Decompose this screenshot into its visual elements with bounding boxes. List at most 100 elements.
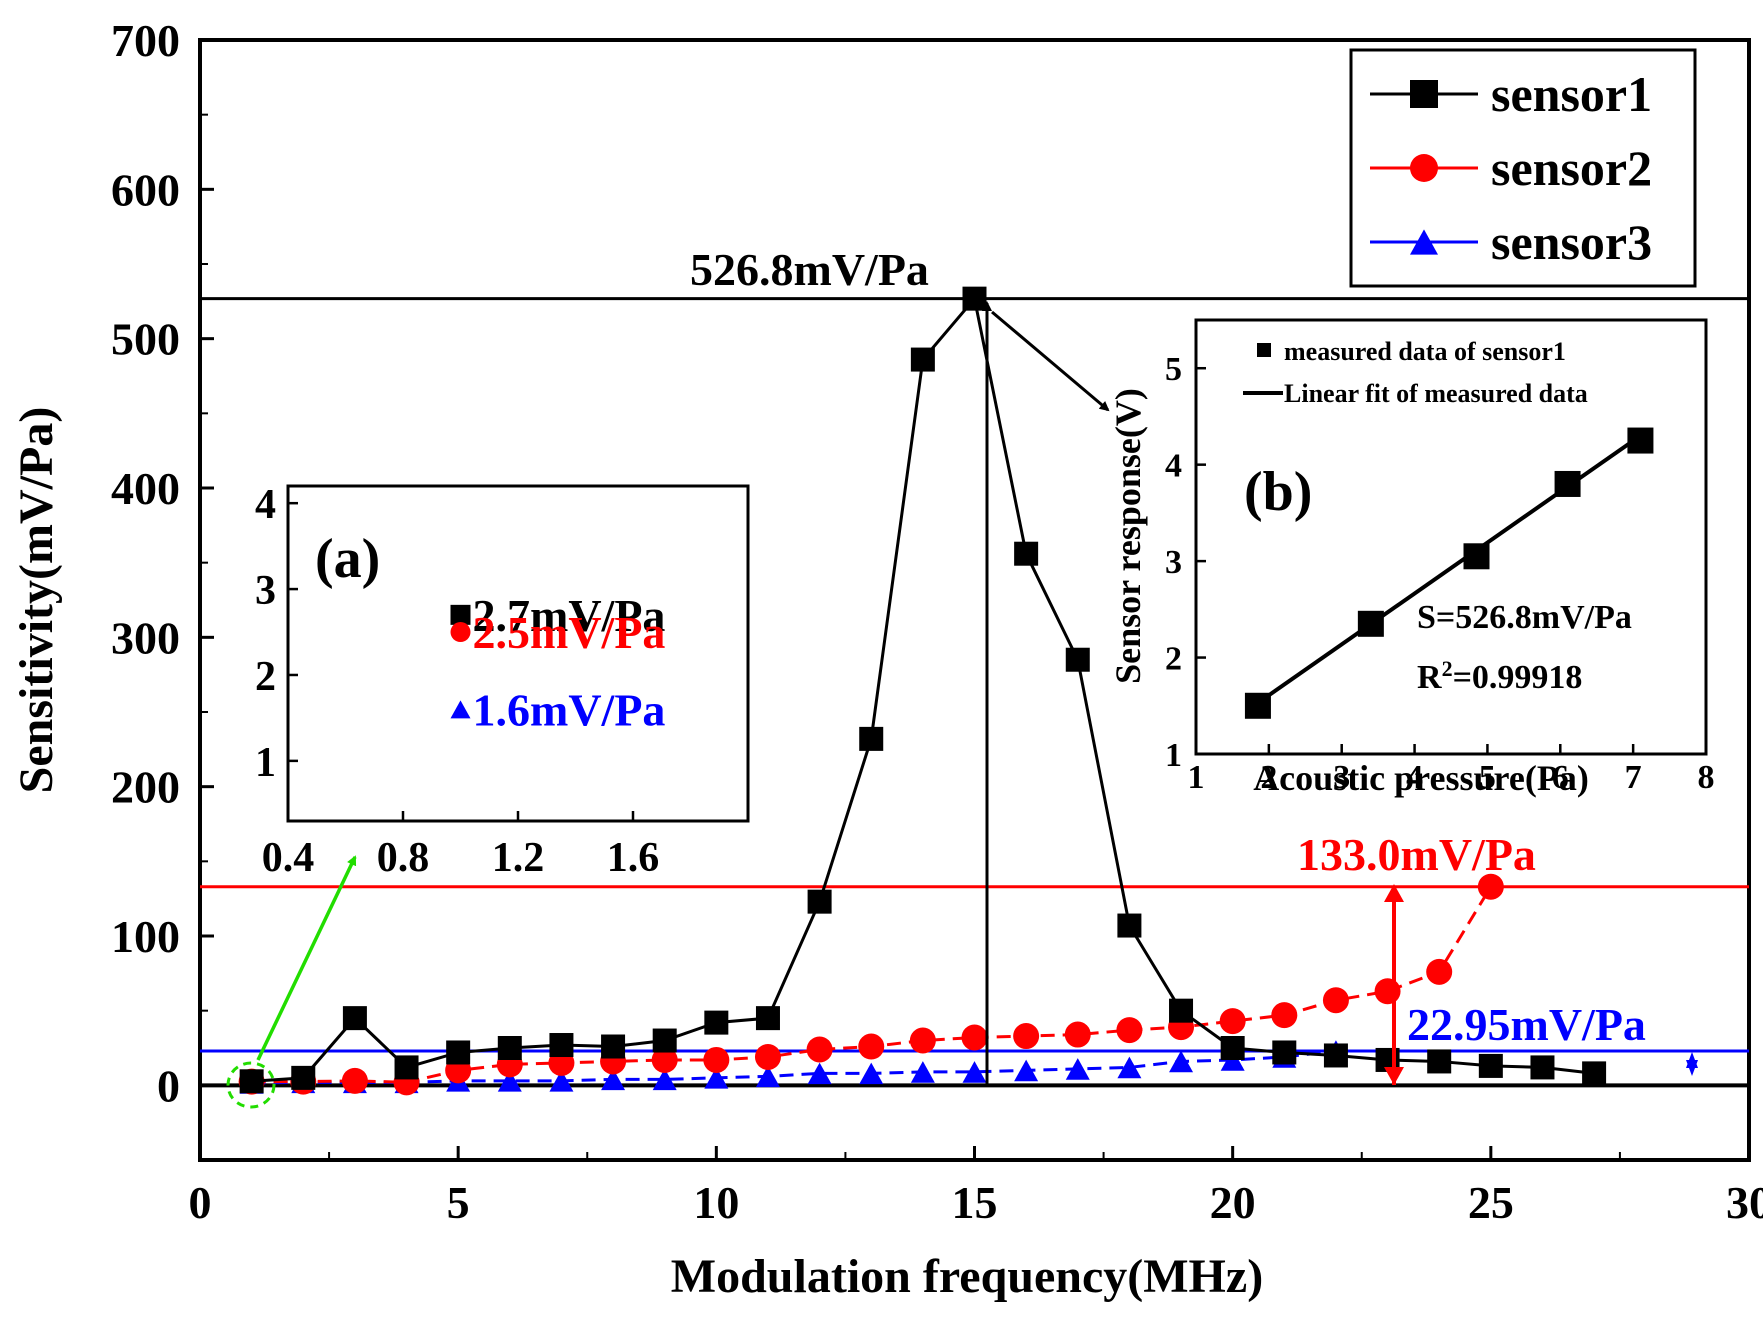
inset-b-x-tick-label-7: 7 (1625, 759, 1642, 796)
legend-label-sensor3: sensor3 (1491, 214, 1652, 270)
peak-label: 526.8mV/Pa (690, 244, 929, 295)
inset-b-point-1 (1357, 610, 1384, 637)
y-tick-label-100: 100 (111, 911, 180, 962)
inset-a-x-tick-label-2: 1.2 (492, 835, 545, 881)
sensor2-point-21 (1271, 1002, 1298, 1029)
sensor3-point-10 (704, 1067, 729, 1089)
sensor3-point-12 (807, 1062, 832, 1085)
sensor2-point-16 (1013, 1023, 1040, 1050)
inset-b-y-tick-label-1: 1 (1165, 737, 1182, 774)
sensor1-point-26 (1530, 1055, 1555, 1080)
legend-label-sensor2: sensor2 (1491, 140, 1652, 196)
sensor3-point-9 (652, 1068, 677, 1091)
x-tick-label-0: 0 (189, 1177, 212, 1228)
sensor1-point-19 (1169, 998, 1194, 1023)
inset-b-point-3 (1554, 470, 1581, 497)
sensor1-point-20 (1220, 1036, 1245, 1060)
legend-marker-sensor1 (1410, 80, 1438, 108)
inset-a-x-tick-label-0: 0.4 (262, 835, 315, 881)
x-tick-label-15: 15 (952, 1177, 998, 1228)
sensor1-point-6 (497, 1036, 522, 1060)
sensor2-point-17 (1064, 1021, 1091, 1048)
inset-b-y-tick-label-5: 5 (1165, 351, 1182, 388)
sensor1-point-7 (549, 1033, 574, 1058)
sensor2-point-25 (1477, 873, 1504, 900)
sensor2-point-24 (1426, 958, 1453, 985)
sensor1-point-15 (962, 286, 987, 311)
y-tick-label-700: 700 (111, 15, 180, 66)
inset-b-title: (b) (1244, 461, 1312, 523)
sensor2-point-22 (1322, 987, 1349, 1014)
inset-a-point-label-1: 2.5mV/Pa (473, 607, 666, 658)
sensor1-point-4 (394, 1055, 419, 1080)
inset-b-point-0 (1244, 692, 1271, 719)
inset-b-x-title: Acoustic pressure(Pa) (1253, 758, 1589, 798)
inset-b-point-4 (1627, 427, 1654, 454)
inset-b-r2: R2=0.99918 (1417, 656, 1582, 696)
zoom-region-ellipse (226, 1061, 276, 1109)
sensor1-point-5 (446, 1040, 471, 1065)
sensor1-point-13 (859, 726, 884, 751)
inset-a-y-tick-label-4: 4 (255, 482, 276, 528)
legend-items: sensor1 sensor2 sensor3 (1370, 66, 1652, 270)
inset-b-legend-fit: Linear fit of measured data (1284, 379, 1588, 408)
y-tick-label-300: 300 (111, 612, 180, 663)
inset-a-y-tick-label-2: 2 (255, 654, 276, 700)
sensor1-point-24 (1427, 1049, 1452, 1074)
y-tick-label-400: 400 (111, 463, 180, 514)
y-tick-label-500: 500 (111, 314, 180, 365)
sensor1-point-2 (291, 1065, 316, 1090)
inset-a-title: (a) (315, 528, 380, 590)
sensor2-point-9 (651, 1046, 678, 1073)
sensor1-point-12 (807, 889, 832, 914)
inset-b-x-tick-label-5: 5 (1479, 759, 1496, 796)
inset-a-y-tick-label-3: 3 (255, 568, 276, 614)
inset-b-r2-prefix: R (1417, 659, 1442, 696)
inset-b-y-tick-label-4: 4 (1165, 448, 1182, 485)
inset-b-x-tick-label-3: 3 (1333, 759, 1350, 796)
sensor2-point-10 (703, 1046, 730, 1073)
y-tick-label-0: 0 (157, 1060, 180, 1111)
main-series (238, 286, 1607, 1096)
sensor1-point-16 (1014, 541, 1039, 566)
inset-b-legend-data: measured data of sensor1 (1284, 337, 1566, 366)
sensor2-point-3 (341, 1067, 368, 1094)
inset-b-x-tick-label-8: 8 (1698, 759, 1715, 796)
sensor3-point-14 (910, 1061, 935, 1083)
x-tick-label-10: 10 (693, 1177, 739, 1228)
inset-b-r2-sup: 2 (1442, 656, 1453, 681)
sensor3-point-11 (755, 1065, 780, 1088)
sensor3-point-19 (1169, 1050, 1194, 1073)
inset-b-x-tick-label-4: 4 (1406, 759, 1423, 796)
sensor1-point-8 (601, 1034, 626, 1059)
sensor2-point-23 (1374, 978, 1401, 1005)
x-tick-label-30: 30 (1726, 1177, 1763, 1228)
sensor1-point-21 (1272, 1040, 1297, 1065)
sensor2-point-18 (1116, 1017, 1143, 1044)
sensor1-point-22 (1323, 1043, 1348, 1068)
sensor3-marker-arrow-tail (1686, 1052, 1698, 1068)
legend-label-sensor1: sensor1 (1491, 66, 1652, 122)
sensor1-point-25 (1478, 1053, 1503, 1078)
sensor2-arrow-top-head (1384, 884, 1404, 902)
inset-b-slope: S=526.8mV/Pa (1417, 599, 1632, 636)
inset-b-y-title: Sensor response(V) (1108, 388, 1148, 684)
inset-b-r2-value: =0.99918 (1453, 659, 1583, 696)
inset-a-x-tick-label-1: 0.8 (377, 835, 430, 881)
sensor2-point-15 (961, 1024, 988, 1051)
y-tick-label-200: 200 (111, 762, 180, 813)
sensor3-point-8 (601, 1068, 626, 1091)
inset-a-point-0 (450, 604, 471, 625)
sensor3-max-label: 22.95mV/Pa (1407, 999, 1646, 1050)
inset-a-point-label-2: 1.6mV/Pa (473, 684, 666, 735)
sensor1-point-14 (910, 347, 935, 372)
sensor1-point-10 (704, 1010, 729, 1035)
inset-b-point-2 (1463, 543, 1490, 570)
inset-a: 1 2 3 4 0.4 0.8 1.2 1.6 2.7mV/Pa2.5mV/Pa 1.6mV/Pa (255, 482, 665, 881)
sensor1-point-3 (342, 1006, 367, 1031)
sensor2-arrow-bottom-head (1384, 1067, 1404, 1085)
x-axis-title: Modulation frequency(MHz) (671, 1250, 1263, 1303)
